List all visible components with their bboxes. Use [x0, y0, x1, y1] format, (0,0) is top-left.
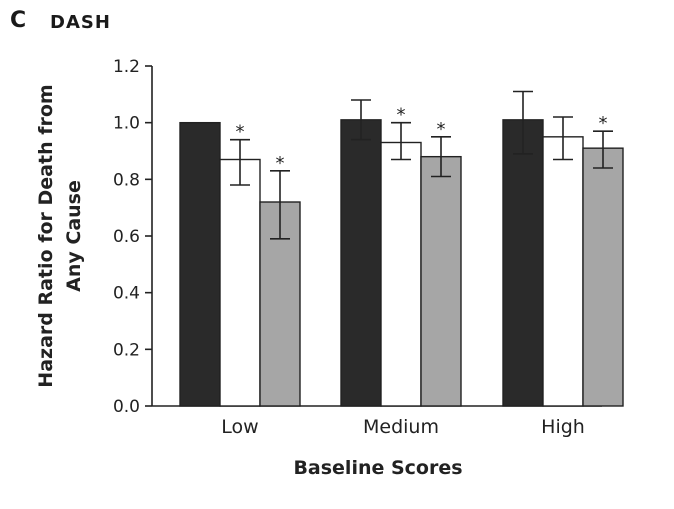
x-axis-title: Baseline Scores: [293, 457, 462, 479]
significance-marker: *: [276, 153, 285, 174]
bar: [420, 155, 462, 407]
significance-marker: *: [599, 113, 608, 134]
panel-title: DASH: [50, 12, 111, 33]
y-tick-label: 0.0: [113, 397, 140, 417]
y-tick-label: 1.2: [113, 57, 140, 77]
significance-marker: *: [397, 105, 406, 126]
y-axis-title-line-2: Any Cause: [63, 180, 85, 292]
y-tick-label: 0.6: [113, 227, 140, 247]
x-tick-label: High: [541, 416, 585, 438]
y-axis-title-line-1: Hazard Ratio for Death from: [35, 84, 57, 387]
bar: [340, 119, 382, 407]
y-axis-title: Hazard Ratio for Death from Any Cause: [35, 84, 85, 387]
y-tick-label: 0.8: [113, 170, 140, 190]
bar: [380, 141, 422, 407]
significance-marker: *: [236, 122, 245, 143]
panel-label: C: [10, 8, 28, 33]
y-tick-label: 0.4: [113, 284, 140, 304]
bar: [502, 119, 544, 407]
x-tick-label: Low: [221, 416, 258, 438]
bar: [179, 121, 221, 407]
bar: [219, 158, 261, 407]
x-tick-label: Medium: [363, 416, 439, 438]
bars: * * * * *: [179, 90, 624, 407]
bar: [542, 136, 584, 407]
y-tick-label: 0.2: [113, 340, 140, 360]
bar: [582, 147, 624, 407]
y-tick-label: 1.0: [113, 114, 140, 134]
significance-marker: *: [437, 119, 446, 140]
